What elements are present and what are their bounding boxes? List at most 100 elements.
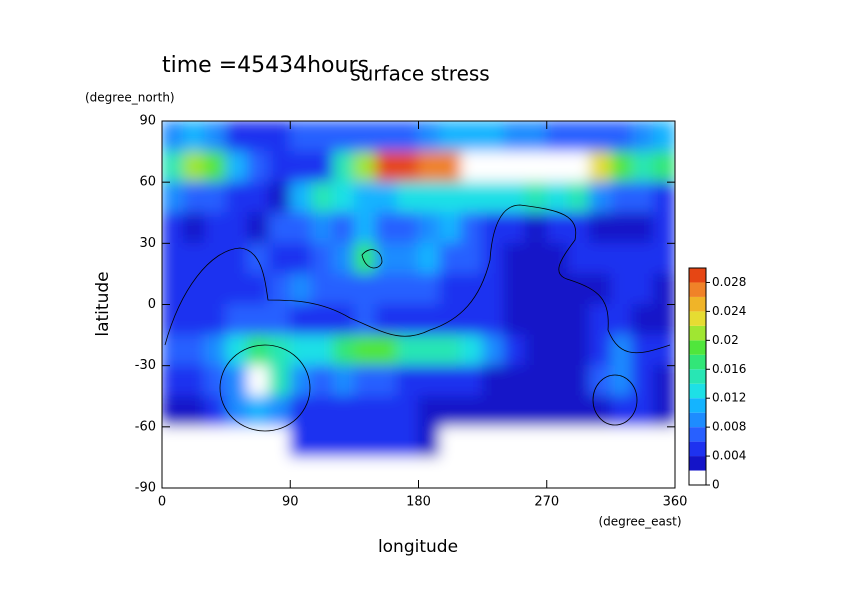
field-cell [482, 151, 505, 183]
field-cell [653, 121, 675, 153]
field-cell [162, 304, 184, 336]
colorbar-swatch [689, 456, 706, 471]
field-cell [567, 151, 590, 183]
field-cell [503, 426, 526, 458]
colorbar-swatch [689, 470, 706, 485]
field-cell [311, 242, 334, 275]
field-cell [204, 212, 227, 244]
field-cell [289, 121, 313, 153]
field-cell [289, 426, 313, 458]
field-cell [225, 395, 248, 428]
field-cell [567, 273, 590, 305]
field-cell [268, 334, 291, 367]
field-cell [439, 151, 462, 183]
field-cell [289, 365, 313, 397]
field-cell [524, 212, 548, 244]
field-cell [247, 121, 270, 153]
colorbar-swatch [689, 398, 706, 413]
field-cell [503, 242, 526, 275]
field-cell [225, 304, 248, 336]
field-cell [247, 273, 270, 305]
field-cell [460, 365, 484, 397]
field-cell [247, 242, 270, 275]
field-cell [503, 273, 526, 305]
field-cell [182, 426, 206, 458]
field-cell [418, 365, 441, 397]
field-cell [567, 181, 590, 214]
field-cell [589, 212, 612, 244]
field-cell [524, 304, 548, 336]
field-cell [396, 212, 419, 244]
field-cell [524, 365, 548, 397]
field-cell [589, 242, 612, 275]
field-cell [268, 242, 291, 275]
field-cell [225, 273, 248, 305]
field-cell [182, 456, 206, 488]
field-cell [567, 242, 590, 275]
subtitle: time =45434hours [162, 53, 369, 78]
field-cell [610, 365, 633, 397]
field-cell [396, 151, 419, 183]
field-cell [631, 121, 655, 153]
field-cell [610, 334, 633, 367]
y-tick-label: 30 [139, 236, 156, 251]
field-cell [418, 426, 441, 458]
field-cell [482, 212, 505, 244]
colorbar-tick-label: 0.012 [712, 391, 746, 405]
field-cell [546, 212, 569, 244]
field-cell [182, 334, 206, 367]
y-tick-label: 90 [139, 114, 156, 129]
field-cell [482, 121, 505, 153]
x-label: longitude [378, 537, 458, 557]
field-cell [631, 426, 655, 458]
field-cell [439, 242, 462, 275]
colorbar-swatch [689, 412, 706, 428]
field-cell [439, 456, 462, 488]
y-unit: (degree_north) [85, 91, 175, 105]
field-cell [418, 181, 441, 214]
field-cell [460, 273, 484, 305]
field-cell [225, 151, 248, 183]
field-cell [653, 212, 675, 244]
field-cell [524, 395, 548, 428]
field-cell [653, 304, 675, 336]
field-cell [247, 181, 270, 214]
field-cell [353, 242, 377, 275]
field-cell [204, 304, 227, 336]
field-cell [396, 121, 419, 153]
field-cell [182, 121, 206, 153]
field-cell [375, 304, 398, 336]
field-cell [204, 121, 227, 153]
colorbar-tick-label: 0.024 [712, 304, 746, 318]
field-cell [311, 304, 334, 336]
field-cell [631, 273, 655, 305]
field-cell [247, 151, 270, 183]
field-cell [610, 242, 633, 275]
field-cell [418, 151, 441, 183]
field-cell [375, 242, 398, 275]
field-cell [182, 304, 206, 336]
field-cell [375, 395, 398, 428]
field-cell [247, 456, 270, 488]
field-cell [524, 456, 548, 488]
field-cell [439, 334, 462, 367]
field-cell [460, 456, 484, 488]
field-cell [375, 121, 398, 153]
field-cell [589, 181, 612, 214]
field-cell [503, 304, 526, 336]
field-cell [610, 395, 633, 428]
field-cell [311, 181, 334, 214]
field-cell [204, 365, 227, 397]
y-label: latitude [93, 271, 113, 336]
field-cell [353, 365, 377, 397]
field-cell [289, 456, 313, 488]
field-cell [162, 334, 184, 367]
field-cell [589, 151, 612, 183]
field-cell [482, 273, 505, 305]
field-cell [225, 426, 248, 458]
y-tick-label: -60 [135, 419, 156, 434]
field-cell [396, 181, 419, 214]
field-cell [162, 242, 184, 275]
field-cell [396, 426, 419, 458]
